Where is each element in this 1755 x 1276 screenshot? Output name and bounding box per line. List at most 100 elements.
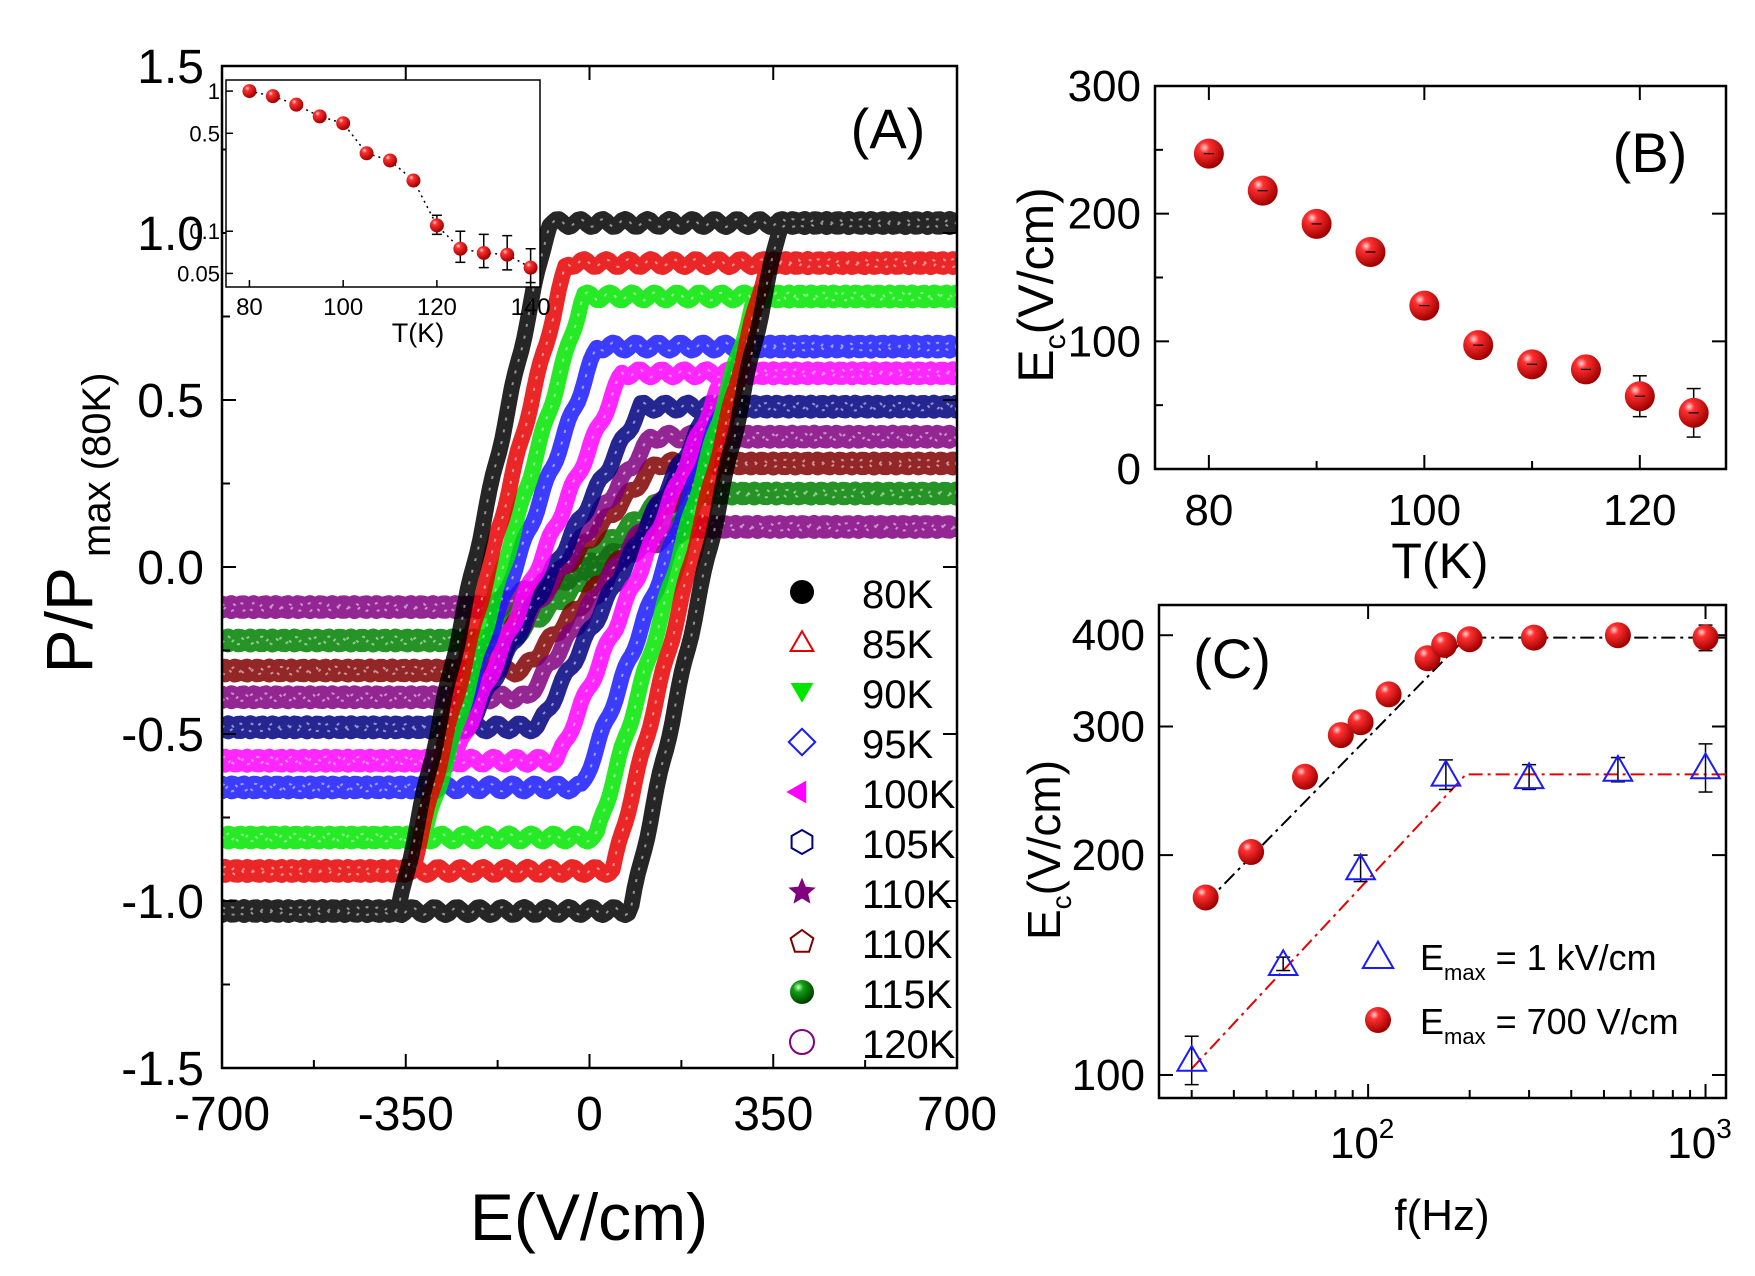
inset-point: [383, 153, 398, 168]
y-tick-label: 0: [1117, 445, 1141, 494]
inset-point: [500, 247, 515, 262]
x-tick-label: -700: [174, 1088, 270, 1141]
y-tick-label: 1.5: [137, 41, 204, 94]
panel-c-xlabel: f(Hz): [1394, 1191, 1489, 1240]
data-point-triangle: [1689, 751, 1722, 780]
inset-point: [312, 109, 327, 124]
data-point-sphere: [1456, 626, 1483, 653]
inset-y-tick-label: 0.05: [177, 261, 220, 286]
legend-marker: [790, 580, 814, 604]
y-tick-label: 200: [1068, 190, 1141, 239]
y-tick-label: 0.0: [137, 542, 204, 595]
svg-text:Ec(V/cm): Ec(V/cm): [1018, 760, 1077, 940]
legend-marker: [790, 980, 814, 1004]
panel-a-xlabel: E(V/cm): [470, 1180, 708, 1254]
inset-x-tick-label: 100: [323, 294, 363, 321]
x-tick-label: 100: [1388, 486, 1461, 535]
legend-name: E: [1420, 937, 1444, 978]
data-point-triangle: [1429, 758, 1462, 787]
x-tick-label: -350: [358, 1088, 454, 1141]
legend-name: E: [1420, 1001, 1444, 1042]
y-tick-label: 300: [1072, 702, 1145, 751]
panel-a-ylabel: P/P max (80K): [32, 373, 119, 674]
y-tick-label: 100: [1068, 317, 1141, 366]
legend-marker: [790, 828, 814, 856]
x-tick-label: 350: [733, 1088, 813, 1141]
y-tick-label: 200: [1072, 831, 1145, 880]
legend-name-rest: = 700 V/cm: [1486, 1001, 1679, 1042]
legend-label: 85K: [862, 623, 933, 667]
data-point-sphere: [1192, 884, 1219, 911]
y-tick-label: -1.5: [121, 1043, 204, 1096]
fit-line: [1190, 773, 1726, 1070]
inset-x-tick-label: 140: [511, 294, 551, 321]
inset-xlabel: T(K): [392, 318, 444, 348]
panel-b-label: (B): [1613, 121, 1688, 184]
legend-label: 100K: [862, 773, 956, 817]
svg-text:Ec(V/cm): Ec(V/cm): [1008, 187, 1072, 383]
legend-marker: [788, 629, 816, 652]
data-point-sphere: [1291, 763, 1318, 790]
panel-a-legend: 80K 85K 90K 95K 100K 105K 110K 110K 115K 120K: [786, 573, 956, 1067]
data-point-triangle: [1175, 1043, 1208, 1072]
legend-name-sub: max: [1444, 960, 1486, 985]
legend-label: 80K: [862, 573, 933, 617]
inset-x-tick-label: 120: [417, 294, 457, 321]
legend-marker: [786, 780, 807, 804]
data-point-triangle: [1344, 852, 1377, 881]
x-tick-label: 120: [1603, 486, 1676, 535]
data-point-sphere: [1347, 709, 1374, 736]
legend-label: 105K: [862, 823, 956, 867]
legend-marker: [787, 727, 817, 757]
inset-point: [242, 84, 257, 99]
inset-x-tick-label: 80: [236, 294, 263, 321]
inset-point: [336, 116, 351, 131]
panel-b-ylabel: Ec(V/cm): [1008, 187, 1072, 383]
y-tick-label: 1.0: [137, 208, 204, 261]
legend-marker: [789, 928, 815, 953]
panel-a: -700 -350 0 350 7001.51.00.50.0-0.5-1.0-1.5 …: [32, 41, 997, 1254]
legend-label: 110K: [862, 923, 953, 967]
x-tick-label: 0: [576, 1088, 603, 1141]
inset-y-tick-label: 1: [208, 79, 220, 104]
svg-text:P/P: P/P: [32, 567, 106, 673]
y-tick-label: -1.0: [121, 876, 204, 929]
fit-line: [1204, 636, 1726, 904]
data-point-sphere: [1520, 624, 1547, 651]
data-point-sphere: [1604, 622, 1631, 649]
y-tick-label: 400: [1072, 611, 1145, 660]
data-point-triangle: [1601, 754, 1634, 782]
legend-label: 120K: [862, 1023, 956, 1067]
y-tick-label: 0.5: [137, 375, 204, 428]
y-tick-label: 100: [1072, 1051, 1145, 1100]
panel-b-xlabel: T(K): [1391, 533, 1488, 589]
panel-c-label: (C): [1193, 627, 1271, 690]
data-point-triangle: [1267, 948, 1300, 976]
data-point-sphere: [1327, 722, 1354, 749]
panel-b-plot: 80 100 120 300 200 100 0: [1068, 62, 1726, 535]
inset-y-tick-label: 0.1: [189, 219, 220, 244]
panel-a-axes: -700 -350 0 350 700 1.5 1.0 0.5 0.0 -0.5 -1.0 -1.5: [121, 41, 997, 1141]
legend-marker: [789, 1029, 815, 1055]
legend-name-sub: max: [1444, 1024, 1486, 1049]
y-tick-label: -0.5: [121, 709, 204, 762]
inset-point: [429, 218, 444, 233]
panel-c-ylabel: Ec(V/cm): [1018, 760, 1077, 940]
legend-label: Emax = 700 V/cm: [1420, 1001, 1679, 1049]
panel-b: 80 100 120 300 200 100 0 (B) T(K) Ec(V/cm): [1008, 62, 1728, 589]
data-point-sphere: [1692, 624, 1719, 651]
legend-name-rest: = 1 kV/cm: [1486, 937, 1657, 978]
panel-c-legend: Emax = 1 kV/cm Emax = 700 V/cm: [1361, 937, 1679, 1049]
inset-frame: [225, 79, 541, 288]
inset-point: [359, 146, 374, 161]
panel-a-label: (A): [851, 97, 926, 160]
inset-y-tick-label: 0.5: [189, 121, 220, 146]
x-tick-exponent: 3: [1716, 1113, 1732, 1144]
legend-marker: [1361, 939, 1395, 969]
legend-label: 95K: [862, 723, 933, 767]
inset-point: [476, 245, 491, 260]
legend-marker: [788, 877, 816, 904]
x-tick-label: 700: [917, 1088, 997, 1141]
x-tick-exponent: 2: [1379, 1113, 1395, 1144]
